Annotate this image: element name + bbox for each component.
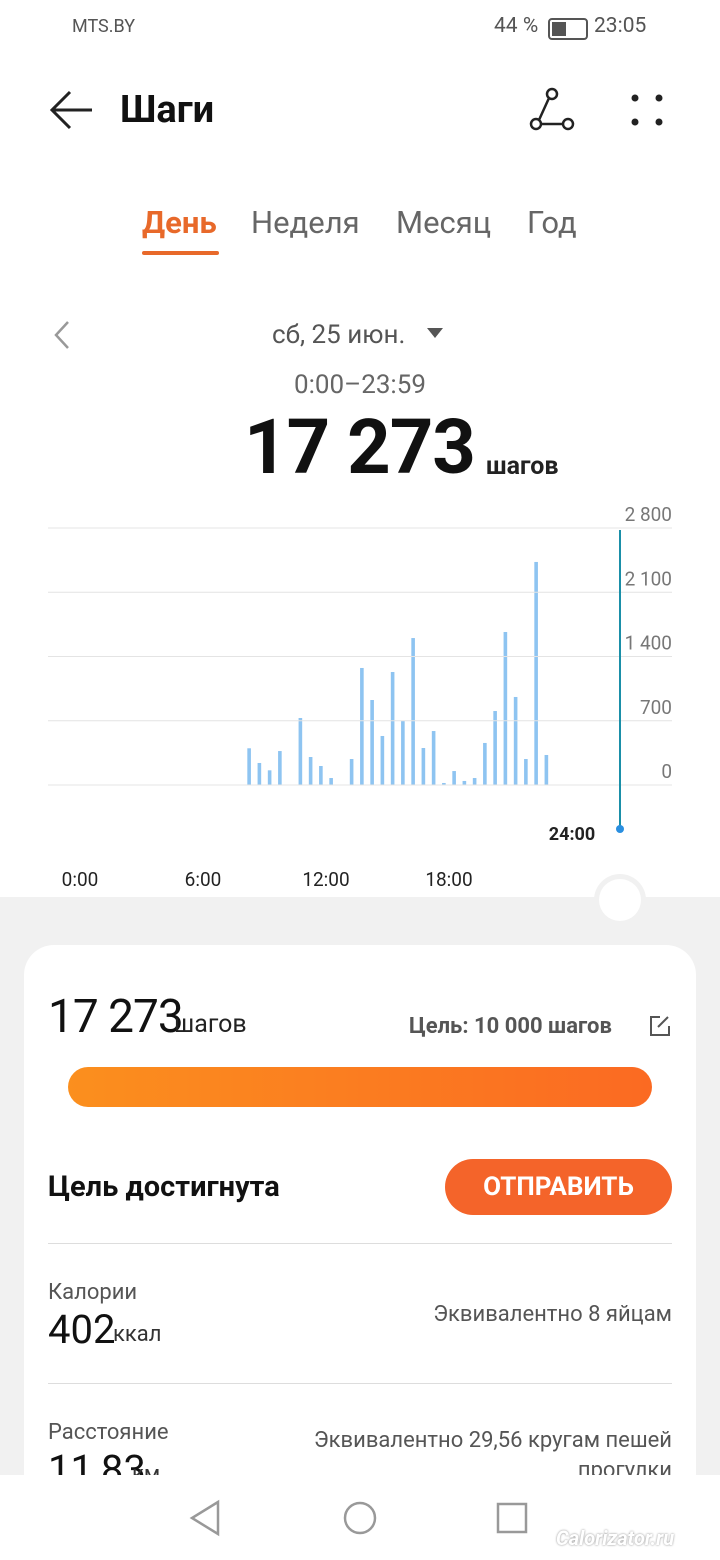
bar — [524, 759, 528, 785]
back-button[interactable] — [48, 88, 98, 132]
route-button[interactable] — [526, 86, 578, 134]
x-tick-label: 12:00 — [302, 868, 349, 891]
distance-equivalent: Эквивалентно 29,56 кругам пешей — [313, 1428, 672, 1453]
bar — [462, 780, 467, 785]
bar — [493, 711, 497, 785]
bar — [349, 759, 354, 785]
bar — [534, 561, 538, 785]
bar — [329, 778, 333, 785]
watermark: Calorizator.ru — [556, 1526, 675, 1550]
bar — [360, 667, 364, 785]
battery: 44 % — [494, 14, 539, 38]
date-dropdown[interactable] — [427, 328, 443, 340]
goal-status: Цель достигнута — [48, 1170, 280, 1204]
y-tick-label: 0 — [661, 760, 672, 783]
bar — [503, 631, 508, 785]
bar — [411, 638, 415, 785]
edit-goal[interactable] — [648, 1014, 672, 1038]
battery-icon — [548, 18, 588, 40]
calories-label: Калории — [48, 1280, 138, 1305]
bar — [319, 766, 323, 785]
bar — [544, 754, 549, 785]
bar — [452, 771, 456, 785]
bar — [431, 731, 436, 785]
clock: 23:05 — [594, 14, 647, 38]
goal: Цель: 10 000 шагов — [409, 1014, 612, 1039]
page-title: Шаги — [120, 88, 215, 132]
carrier: MTS.BY — [72, 16, 136, 37]
chart: 18:00 12:00 6:00 0:00 2 800 2 100 1 400 700 0 24… — [48, 503, 672, 926]
divider — [48, 1243, 672, 1244]
calories-value: 402 — [48, 1306, 116, 1353]
bar — [472, 778, 477, 785]
total-steps: 17 273 — [244, 402, 476, 492]
prev-day[interactable] — [50, 320, 74, 350]
calories-unit: ккал — [113, 1322, 162, 1347]
nav-back[interactable] — [189, 1499, 220, 1537]
bar — [278, 751, 282, 785]
bar — [442, 782, 446, 785]
bar — [298, 717, 303, 785]
date[interactable]: сб, 25 июн. — [272, 320, 406, 350]
y-tick-label: 700 — [640, 696, 672, 719]
divider — [48, 1383, 672, 1384]
bar — [421, 748, 426, 785]
nav-home[interactable] — [343, 1501, 377, 1535]
bar — [401, 721, 405, 785]
bar — [267, 770, 272, 785]
nav-recent[interactable] — [496, 1502, 528, 1534]
bar — [390, 672, 395, 785]
slider-knob[interactable] — [599, 879, 641, 921]
tab[interactable]: Неделя — [251, 204, 360, 241]
tab[interactable]: Месяц — [396, 204, 492, 241]
bar — [380, 735, 385, 785]
share-button[interactable]: ОТПРАВИТЬ — [445, 1159, 672, 1215]
nav-bar — [0, 1475, 720, 1560]
distance-label: Расстояние — [48, 1420, 169, 1445]
goal-progress — [68, 1067, 652, 1107]
card — [24, 945, 696, 1560]
card-unit: шагов — [174, 1010, 247, 1039]
calories-equivalent: Эквивалентно 8 яйцам — [433, 1302, 672, 1327]
x-tick-label: 6:00 — [185, 868, 222, 891]
bar — [247, 748, 251, 785]
total-unit: шагов — [486, 452, 559, 481]
bar — [370, 700, 374, 785]
tab-indicator — [142, 251, 219, 255]
y-tick-label: 2 100 — [625, 567, 672, 590]
bar — [483, 742, 487, 785]
tab[interactable]: Год — [527, 204, 577, 241]
y-tick-label: 2 800 — [625, 503, 672, 526]
bar — [308, 757, 313, 785]
x-tick-label: 0:00 — [62, 868, 99, 891]
card-total: 17 273 — [48, 990, 184, 1044]
bar — [513, 696, 518, 785]
cursor-dot — [616, 825, 624, 833]
time-range: 0:00–23:59 — [294, 370, 426, 400]
y-tick-label: 1 400 — [625, 632, 672, 655]
cursor-label: 24:00 — [549, 824, 595, 845]
bar — [257, 762, 262, 785]
x-tick-label: 18:00 — [425, 868, 472, 891]
more-button[interactable] — [628, 92, 668, 128]
tab[interactable]: День — [142, 204, 217, 241]
nav-buttons — [189, 1499, 528, 1537]
